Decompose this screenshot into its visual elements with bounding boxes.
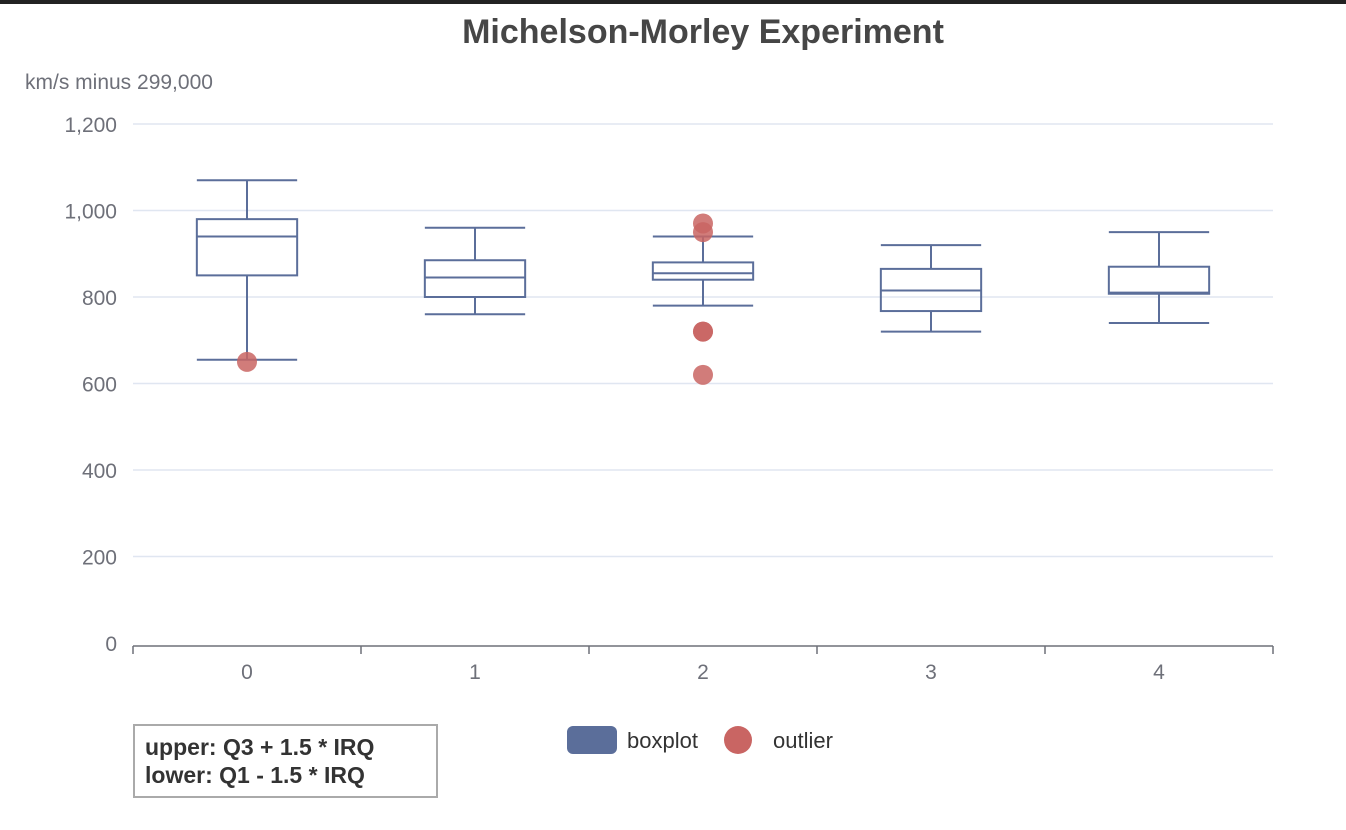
window-top-border: [0, 0, 1346, 4]
outlier-point: [237, 351, 257, 372]
boxplot-item: [1107, 231, 1211, 324]
outlier-point: [693, 364, 713, 385]
y-axis-label: km/s minus 299,000: [25, 71, 213, 94]
boxplot-item: [423, 226, 527, 316]
box: [1107, 265, 1211, 295]
y-tick-label: 400: [82, 460, 117, 483]
axes: 0 200 400 600 800 1,000 1,200 0 1 2 3 4: [64, 114, 1274, 684]
legend-boxplot-label[interactable]: boxplot: [627, 728, 698, 753]
y-tick-label: 600: [82, 374, 117, 397]
outlier-point: [693, 213, 713, 234]
legend-outlier-label[interactable]: outlier: [773, 728, 833, 753]
boxplot-item: [651, 235, 755, 307]
legend-boxplot-swatch[interactable]: [567, 726, 617, 754]
box: [651, 261, 755, 281]
y-tick-label: 200: [82, 547, 117, 570]
box: [423, 259, 527, 298]
note-upper-text: upper: Q3 + 1.5 * IRQ: [145, 734, 375, 760]
chart-title: Michelson-Morley Experiment: [462, 13, 944, 51]
x-tick-label: 1: [469, 661, 481, 684]
boxplot-series: [195, 179, 1211, 361]
x-tick-label: 4: [1153, 661, 1165, 684]
legend-outlier-swatch[interactable]: [724, 726, 752, 754]
x-tick-label: 3: [925, 661, 937, 684]
note-lower-text: lower: Q1 - 1.5 * IRQ: [145, 762, 365, 788]
boxplot-item: [879, 244, 983, 333]
boxplot-item: [195, 179, 299, 361]
outlier-point: [693, 321, 713, 342]
y-tick-label: 1,000: [64, 201, 117, 224]
y-tick-label: 1,200: [64, 114, 117, 137]
y-tick-label: 0: [105, 633, 117, 656]
y-tick-label: 800: [82, 287, 117, 310]
legend: boxplot outlier: [567, 726, 833, 754]
x-tick-label: 0: [241, 661, 253, 684]
x-tick-label: 2: [697, 661, 709, 684]
iqr-note-box: upper: Q3 + 1.5 * IRQ lower: Q1 - 1.5 * …: [133, 724, 438, 798]
outlier-series: [237, 213, 713, 385]
box: [195, 218, 299, 277]
grid-lines: [133, 123, 1273, 558]
